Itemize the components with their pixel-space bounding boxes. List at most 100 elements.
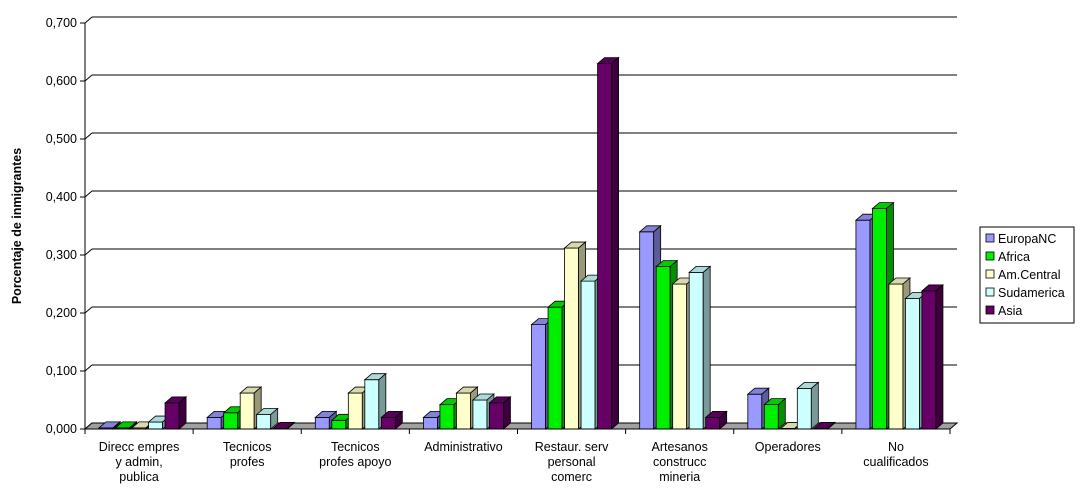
bar-asia-4 xyxy=(596,56,620,430)
bar-asia-7 xyxy=(920,284,945,430)
bar-side xyxy=(394,410,403,430)
bar-asia-5 xyxy=(704,410,728,430)
bar-asia-6 xyxy=(812,421,836,430)
bar-front xyxy=(872,208,887,430)
bar-front xyxy=(439,404,455,430)
bar-front xyxy=(655,266,671,430)
bar-africa-0 xyxy=(114,420,138,430)
x-category-label-line: Restaur. serv xyxy=(535,440,609,454)
bar-sudamerica-5 xyxy=(688,265,712,430)
x-category-label: Tecnicos profes xyxy=(223,440,272,469)
y-tick-label: 0,100 xyxy=(46,364,77,378)
legend-item: Am.Central xyxy=(985,268,1061,282)
x-category-label-line: publica xyxy=(119,470,159,484)
bar-asia-3 xyxy=(488,396,512,430)
bar-front xyxy=(580,280,596,430)
bar-front xyxy=(148,421,163,430)
x-category-label: Direcc empres y admin, publica xyxy=(99,440,180,484)
bar-front xyxy=(164,402,180,430)
y-tick-label: 0,200 xyxy=(46,306,77,320)
bar-front xyxy=(347,392,363,430)
bar-front xyxy=(364,379,380,430)
x-category-label-line: Tecnicos xyxy=(223,440,272,454)
x-category-label-line: profes apoyo xyxy=(319,455,391,469)
bar-front xyxy=(905,298,920,430)
gridlines xyxy=(84,16,957,430)
bar-front xyxy=(472,399,488,430)
gridline-diagonal xyxy=(84,132,93,140)
y-tick-label: 0,700 xyxy=(46,16,77,30)
bar-front xyxy=(456,392,471,430)
bar-front xyxy=(747,393,763,430)
gridline-diagonal xyxy=(84,306,93,314)
bar-front xyxy=(206,416,222,430)
x-category-label-line: profes xyxy=(230,455,265,469)
x-category-label-line: y admin, xyxy=(115,455,162,469)
x-category-label: No cualificados xyxy=(863,440,928,469)
x-category-label-line: comerc xyxy=(551,470,592,484)
x-category-label: Operadores xyxy=(755,440,821,454)
bar-front xyxy=(639,231,655,430)
x-category-label: Tecnicos profes apoyo xyxy=(319,440,391,469)
x-category-label-line: cualificados xyxy=(863,455,928,469)
x-category-label-line: Tecnicos xyxy=(331,440,380,454)
x-category-label-line: mineria xyxy=(659,470,700,484)
legend-label: Sudamerica xyxy=(998,286,1065,300)
bar-front xyxy=(796,387,812,430)
bar-sudamerica-1 xyxy=(255,407,279,430)
gridline-diagonal xyxy=(84,364,93,372)
bars xyxy=(97,56,945,430)
bar-side xyxy=(702,265,711,430)
x-category-label-line: Direcc empres xyxy=(99,440,180,454)
x-category-label: Restaur. serv personal comerc xyxy=(535,440,609,484)
x-category-label: Artesanos construcc mineria xyxy=(652,440,708,484)
gridline-diagonal xyxy=(84,16,93,24)
bar-front xyxy=(223,412,239,430)
gridline-diagonal xyxy=(84,248,93,256)
x-category-label-line: No xyxy=(888,440,904,454)
bar-front xyxy=(331,419,347,430)
legend-item: Asia xyxy=(985,304,1022,318)
bar-sudamerica-6 xyxy=(796,381,820,430)
legend-box xyxy=(979,226,1075,324)
legend-label: Asia xyxy=(998,304,1022,318)
bar-front xyxy=(921,290,937,430)
bar-front xyxy=(597,63,612,430)
bar-side xyxy=(935,284,944,430)
bar-front xyxy=(564,247,579,430)
bar-side xyxy=(719,410,728,430)
bar-front xyxy=(888,283,904,430)
y-tick-label: 0,000 xyxy=(46,422,77,436)
bar-front xyxy=(256,414,272,430)
legend-swatch xyxy=(985,287,995,297)
x-category-label: Administrativo xyxy=(424,440,503,454)
legend-label: EuropaNC xyxy=(998,232,1056,246)
legend-label: Am.Central xyxy=(998,268,1061,282)
bar-africa-1 xyxy=(222,405,246,430)
x-category-label-line: Administrativo xyxy=(424,440,503,454)
bar-front xyxy=(423,416,438,430)
legend-item: Africa xyxy=(985,250,1030,264)
legend-item: Sudamerica xyxy=(985,286,1065,300)
bar-side xyxy=(777,397,786,430)
bar-side xyxy=(810,381,819,430)
legend-swatch xyxy=(985,269,995,279)
bar-front xyxy=(380,416,396,430)
x-category-label-line: personal xyxy=(548,455,596,469)
x-category-label-line: Operadores xyxy=(755,440,821,454)
x-category-label-line: Artesanos xyxy=(652,440,708,454)
bar-front xyxy=(688,271,704,430)
y-axis-title: Porcentaje de inmigrantes xyxy=(10,148,24,304)
y-tick-label: 0,400 xyxy=(46,190,77,204)
bar-side xyxy=(611,56,619,430)
bar-front xyxy=(855,219,871,430)
y-tick-label: 0,300 xyxy=(46,248,77,262)
bar-side xyxy=(270,407,279,430)
bar-amcentral-1 xyxy=(239,386,263,430)
x-category-label-line: construcc xyxy=(653,455,707,469)
bar-africa-6 xyxy=(763,397,787,430)
bar-front xyxy=(705,416,721,430)
legend-swatch xyxy=(985,251,995,261)
legend-item: EuropaNC xyxy=(985,232,1056,246)
